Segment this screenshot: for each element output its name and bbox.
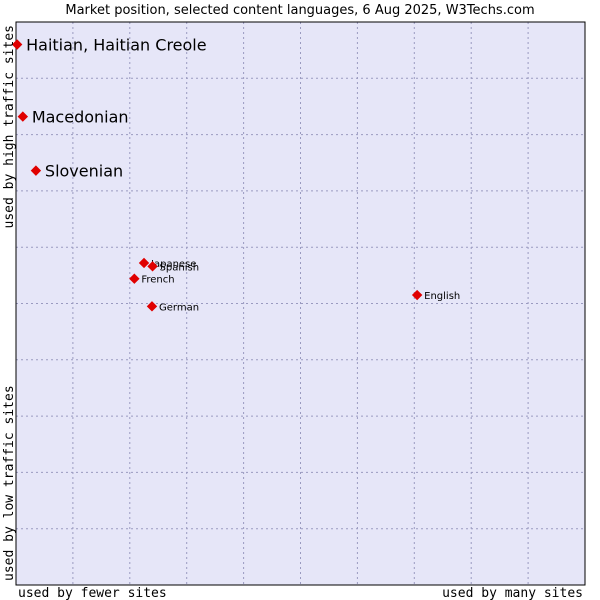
y-axis-label-bottom: used by low traffic sites xyxy=(2,385,17,581)
point-macedonian: Macedonian xyxy=(17,108,129,127)
x-axis-label-right: used by many sites xyxy=(442,586,583,600)
marker-japanese xyxy=(138,257,150,269)
plot-border xyxy=(15,21,586,586)
grid-lines xyxy=(16,22,585,585)
label-spanish: Spanish xyxy=(160,262,200,273)
point-english: English xyxy=(411,289,460,302)
marker-german xyxy=(146,301,158,312)
marker-haitian-haitian-creole xyxy=(11,39,23,50)
x-axis-label-left: used by fewer sites xyxy=(18,586,167,600)
data-points: Haitian, Haitian Creole Macedonian Sloveni… xyxy=(11,36,460,313)
point-spanish: Spanish xyxy=(147,261,200,273)
point-french: French xyxy=(129,273,175,286)
label-german: German xyxy=(159,302,199,313)
label-english: English xyxy=(424,291,460,302)
label-japanese: Japanese xyxy=(150,259,196,270)
y-axis-label-top: used by high traffic sites xyxy=(2,25,17,229)
point-slovenian: Slovenian xyxy=(30,162,123,181)
chart-title: Market position, selected content langua… xyxy=(65,3,534,18)
label-slovenian: Slovenian xyxy=(45,162,123,181)
label-french: French xyxy=(141,275,174,286)
marker-english xyxy=(411,289,423,301)
label-haitian-haitian-creole: Haitian, Haitian Creole xyxy=(26,36,206,55)
point-japanese: Japanese xyxy=(138,257,196,270)
point-german: German xyxy=(146,301,199,313)
marker-french xyxy=(129,273,140,284)
label-macedonian: Macedonian xyxy=(32,108,129,127)
marker-macedonian xyxy=(17,111,29,122)
point-haitian-haitian-creole: Haitian, Haitian Creole xyxy=(11,36,207,55)
marker-slovenian xyxy=(30,165,42,176)
marker-spanish xyxy=(147,261,158,272)
